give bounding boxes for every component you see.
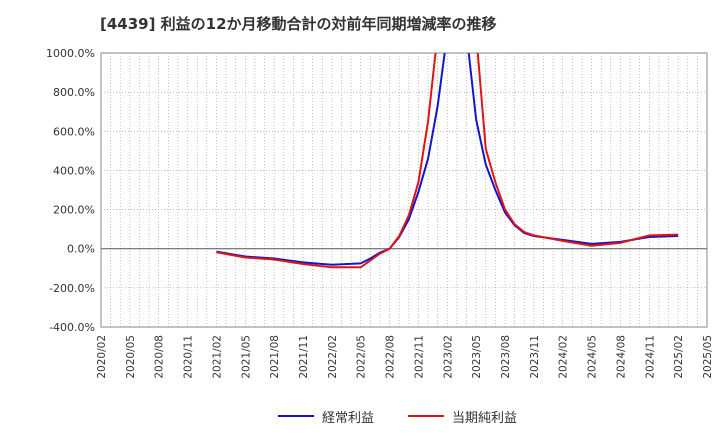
y-tick-labels: 1000.0% 800.0% 600.0% 400.0% 200.0% 0.0% -200.…: [46, 47, 95, 334]
series-line-net-profit: [216, 53, 679, 269]
x-tick-label: 2021/05: [240, 335, 252, 379]
x-tick-label: 2021/02: [211, 335, 223, 379]
x-tick-label: 2023/05: [471, 335, 483, 379]
plot-frame: [100, 52, 708, 328]
legend-label: 当期純利益: [452, 410, 518, 426]
legend-label: 経常利益: [322, 410, 375, 426]
y-tick-label: -200.0%: [49, 282, 95, 295]
x-tick-label: 2021/08: [269, 335, 281, 379]
y-tick-label: 400.0%: [53, 164, 95, 177]
grid-lines: [100, 53, 708, 327]
x-tick-label: 2022/05: [356, 335, 368, 379]
chart-title: [4439] 利益の12か月移動合計の対前年同期増減率の推移: [100, 15, 497, 33]
legend-swatch: [278, 415, 314, 417]
x-tick-label: 2023/08: [500, 335, 512, 379]
y-tick-label: -400.0%: [49, 321, 95, 334]
x-tick-label: 2020/05: [125, 335, 137, 379]
x-tick-label: 2020/11: [183, 335, 195, 379]
x-tick-label: 2024/02: [558, 335, 570, 379]
y-tick-label: 1000.0%: [46, 47, 95, 60]
x-tick-label: 2025/02: [673, 335, 685, 379]
axes: [100, 52, 708, 328]
x-tick-label: 2022/08: [385, 335, 397, 379]
legend-item: 当期純利益: [408, 404, 517, 428]
x-tick-label: 2023/02: [442, 335, 454, 379]
x-tick-label: 2025/05: [702, 335, 714, 379]
legend-item: 経常利益: [278, 404, 374, 428]
y-tick-label: 800.0%: [53, 86, 95, 99]
y-tick-label: 200.0%: [53, 204, 95, 217]
x-tick-label: 2024/08: [615, 335, 627, 379]
y-tick-label: 600.0%: [53, 125, 95, 138]
x-tick-label: 2020/02: [96, 335, 108, 379]
legend-swatch: [408, 415, 444, 417]
x-tick-label: 2022/02: [327, 335, 339, 379]
x-tick-label: 2024/11: [644, 335, 656, 379]
x-tick-label: 2021/11: [298, 335, 310, 379]
x-tick-label: 2024/05: [587, 335, 599, 379]
legend: 経常利益 当期純利益: [0, 404, 720, 428]
x-tick-label: 2023/11: [529, 335, 541, 379]
y-tick-label: 0.0%: [67, 243, 95, 256]
x-tick-label: 2020/08: [154, 335, 166, 379]
x-tick-label: 2022/11: [413, 335, 425, 379]
series-lines: [216, 53, 679, 269]
x-tick-labels: 2020/02 2020/05 2020/08 2020/11 2021/02 2021/…: [96, 335, 714, 379]
